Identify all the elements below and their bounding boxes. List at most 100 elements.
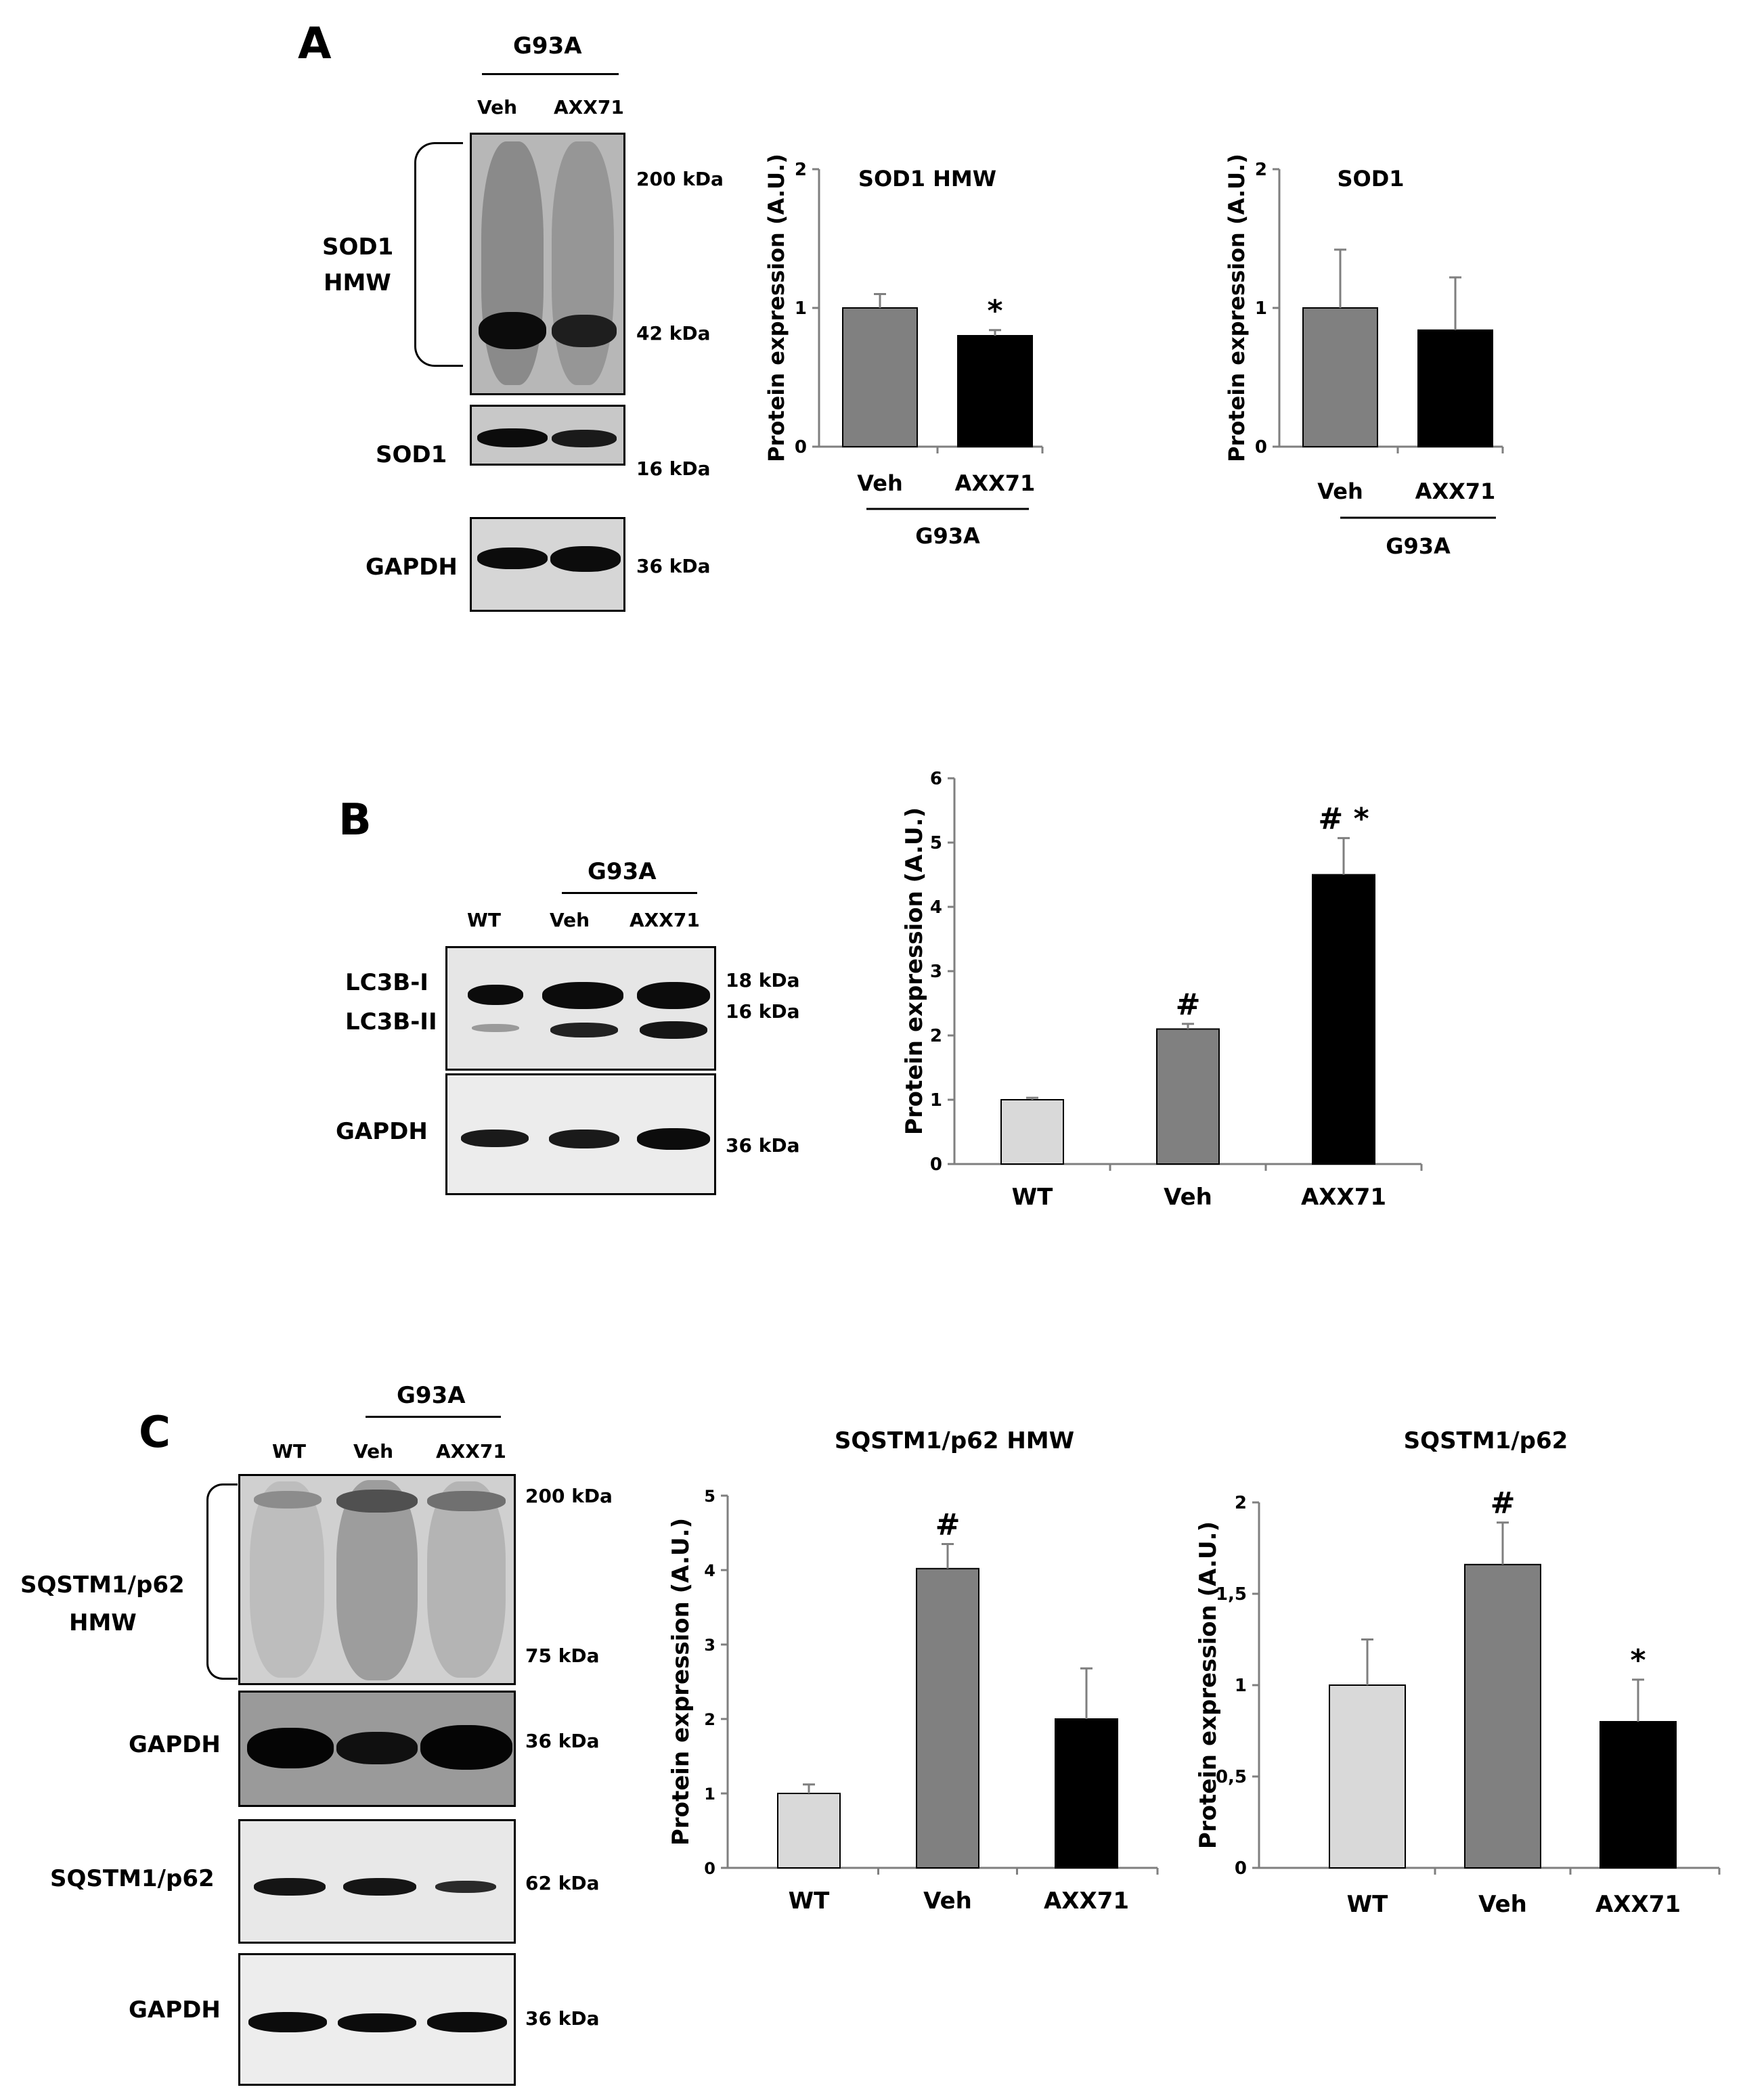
y-tick-label: 2 bbox=[795, 160, 807, 180]
y-tick-label: 1 bbox=[1255, 298, 1267, 319]
panel-c-p62-blot bbox=[238, 1819, 516, 1944]
bar-axx71 bbox=[1599, 1721, 1677, 1869]
band bbox=[550, 546, 621, 572]
band bbox=[640, 1021, 707, 1039]
band bbox=[427, 1491, 506, 1511]
panel-c-group-label: G93A bbox=[397, 1382, 466, 1409]
y-tick-label: 2 bbox=[1235, 1493, 1247, 1513]
significance-mark: # bbox=[1491, 1486, 1516, 1521]
x-category-label: Veh bbox=[1164, 1184, 1212, 1211]
panel-b-letter: B bbox=[338, 795, 372, 845]
panel-a-hmw-blot bbox=[470, 133, 625, 395]
panel-b-marker-36: 36 kDa bbox=[726, 1134, 800, 1157]
band bbox=[477, 548, 548, 569]
panel-a-hmw-label-1: SOD1 bbox=[322, 233, 394, 261]
bar-veh bbox=[842, 307, 918, 447]
x-category-label: AXX71 bbox=[1595, 1891, 1681, 1918]
chart-title: SQSTM1/p62 HMW bbox=[835, 1427, 1074, 1454]
panel-a-group-line bbox=[482, 73, 619, 75]
panel-c-p62-label: SQSTM1/p62 bbox=[50, 1865, 215, 1892]
x-category-label: WT bbox=[1347, 1891, 1389, 1918]
band bbox=[550, 1023, 618, 1037]
panel-a-marker-36: 36 kDa bbox=[636, 555, 711, 577]
bar-veh bbox=[916, 1567, 979, 1869]
band bbox=[549, 1130, 619, 1148]
panel-a-marker-200: 200 kDa bbox=[636, 168, 724, 190]
y-axis-label: Protein expression (A.U.) bbox=[1195, 1521, 1222, 1849]
x-category-label: AXX71 bbox=[1301, 1184, 1386, 1211]
chart-sod1-hmw: 0 1 2 Protein expression (A.U.) SOD1 HMW Veh *… bbox=[764, 154, 1044, 549]
y-tick-label: 2 bbox=[1255, 160, 1267, 180]
band bbox=[435, 1881, 496, 1893]
panel-a-lane-axx71: AXX71 bbox=[554, 96, 624, 118]
bar-wt bbox=[777, 1793, 841, 1869]
panel-c-hmw-blot bbox=[238, 1474, 516, 1685]
y-tick-label: 0 bbox=[795, 437, 807, 457]
chart-p62-hmw: 0 1 2 3 4 5 Protein expression (A.U.) SQSTM1/p6… bbox=[667, 1427, 1159, 1915]
bar-axx71 bbox=[957, 335, 1033, 447]
band bbox=[247, 1728, 334, 1768]
band bbox=[336, 1732, 418, 1764]
bar-veh bbox=[1464, 1563, 1541, 1869]
x-category-label: AXX71 bbox=[1044, 1887, 1129, 1915]
x-category-label: AXX71 bbox=[955, 470, 1036, 496]
x-category-label: Veh bbox=[1478, 1891, 1527, 1918]
panel-a-letter: A bbox=[298, 19, 332, 69]
chart-p62: 0 0,5 1 1,5 2 Protein expression (A.U.) SQSTM1… bbox=[1195, 1427, 1721, 1918]
bar-axx71 bbox=[1417, 329, 1493, 447]
panel-c-gapdh2-label: GAPDH bbox=[129, 1996, 221, 2024]
y-tick-label: 0 bbox=[930, 1155, 942, 1175]
panel-b-gapdh-label: GAPDH bbox=[336, 1118, 428, 1145]
group-label: G93A bbox=[915, 523, 980, 549]
band bbox=[420, 1725, 512, 1770]
y-axis-label: Protein expression (A.U.) bbox=[1224, 154, 1250, 462]
y-tick-label: 1 bbox=[1235, 1676, 1247, 1696]
panel-b-group-line bbox=[562, 892, 697, 894]
x-category-label: Veh bbox=[1317, 478, 1363, 504]
bar-veh bbox=[1156, 1028, 1220, 1165]
x-category-label: Veh bbox=[923, 1887, 972, 1915]
smear bbox=[250, 1481, 324, 1678]
band bbox=[254, 1878, 326, 1896]
panel-c-gapdh1-blot bbox=[238, 1691, 516, 1807]
y-tick-label: 3 bbox=[930, 962, 942, 982]
panel-a-hmw-label-2: HMW bbox=[324, 269, 391, 296]
panel-c-gapdh1-label: GAPDH bbox=[129, 1731, 221, 1758]
band bbox=[552, 430, 617, 447]
panel-b-lane-wt: WT bbox=[467, 909, 501, 931]
y-axis-label: Protein expression (A.U.) bbox=[764, 154, 789, 462]
y-tick-label: 6 bbox=[930, 769, 942, 789]
bar-wt bbox=[1329, 1684, 1406, 1869]
y-tick-label: 0 bbox=[1235, 1858, 1247, 1879]
bar-axx71 bbox=[1055, 1718, 1118, 1869]
band bbox=[472, 1024, 519, 1032]
y-tick-label: 4 bbox=[704, 1561, 715, 1580]
smear bbox=[427, 1481, 506, 1678]
chart-title: SOD1 HMW bbox=[858, 166, 996, 192]
panel-b-lc3bii-label: LC3B-II bbox=[345, 1008, 437, 1035]
y-axis-label: Protein expression (A.U.) bbox=[901, 807, 928, 1135]
chart-title: SQSTM1/p62 bbox=[1404, 1427, 1568, 1454]
band bbox=[477, 428, 548, 447]
y-tick-label: 5 bbox=[704, 1487, 715, 1506]
x-category-label: Veh bbox=[857, 470, 903, 496]
band bbox=[461, 1130, 529, 1147]
band bbox=[542, 982, 623, 1009]
significance-mark: # bbox=[935, 1508, 961, 1542]
band bbox=[343, 1878, 416, 1896]
panel-b-lane-veh: Veh bbox=[550, 909, 590, 931]
panel-c-lane-veh: Veh bbox=[353, 1440, 394, 1462]
panel-b-lane-axx71: AXX71 bbox=[630, 909, 700, 931]
band bbox=[637, 1128, 710, 1150]
y-tick-label: 1 bbox=[704, 1785, 715, 1804]
panel-c-lane-wt: WT bbox=[272, 1440, 306, 1462]
panel-a-group-label: G93A bbox=[513, 32, 582, 60]
y-tick-label: 0 bbox=[1255, 437, 1267, 457]
x-category-label: AXX71 bbox=[1415, 478, 1496, 504]
panel-a-sod1-blot bbox=[470, 405, 625, 466]
bar-wt bbox=[1000, 1099, 1064, 1165]
band bbox=[336, 1490, 418, 1513]
bar-veh bbox=[1302, 307, 1378, 447]
